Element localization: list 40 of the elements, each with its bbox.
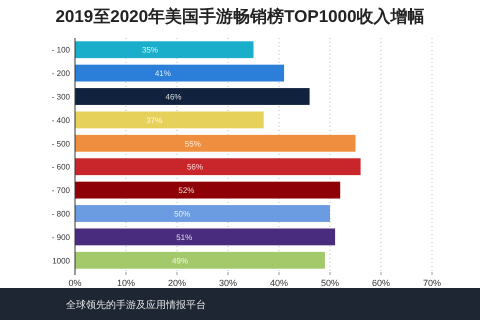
bar: [75, 205, 330, 222]
data-label: 55%: [184, 139, 201, 148]
bar: [75, 228, 336, 246]
data-label: 46%: [166, 92, 182, 102]
x-tick-label: 30%: [218, 278, 238, 288]
data-label: 49%: [172, 256, 188, 266]
y-tick-label: - 100: [52, 46, 71, 55]
y-tick-label: - 900: [52, 232, 71, 242]
bar: [75, 252, 325, 269]
x-tick-label: 60%: [372, 278, 390, 288]
y-tick-label: - 700: [52, 186, 71, 196]
y-tick-label: - 200: [52, 69, 71, 78]
y-tick-label: 1000: [52, 256, 71, 266]
y-tick-label: - 500: [52, 139, 71, 148]
bar: [75, 41, 254, 58]
x-tick-label: 20%: [168, 278, 186, 288]
x-tick-label: 40%: [270, 278, 288, 288]
data-label: 37%: [146, 116, 162, 125]
bar: [75, 64, 284, 82]
x-tick-label: 50%: [320, 278, 340, 288]
bar: [75, 158, 361, 176]
text: 全球领先的手游及应用情报平台: [66, 299, 206, 311]
bar: [75, 111, 264, 128]
y-tick-label: - 300: [52, 92, 71, 102]
x-tick-label: 10%: [116, 278, 136, 288]
data-label: 35%: [142, 46, 158, 55]
data-label: 56%: [186, 162, 203, 172]
bar: [75, 182, 340, 199]
data-label: 52%: [178, 186, 194, 196]
bar: [75, 134, 356, 152]
bar: [75, 88, 310, 105]
y-tick-label: - 600: [52, 162, 71, 172]
y-tick-label: - 400: [52, 116, 71, 125]
data-label: 51%: [176, 232, 192, 242]
data-label: 50%: [174, 210, 190, 218]
x-tick-label: 70%: [422, 278, 442, 288]
data-label: 41%: [154, 69, 171, 78]
x-tick-label: 0%: [68, 278, 82, 288]
y-tick-label: - 800: [52, 210, 71, 218]
chart-title: 2019至2020年美国手游畅销榜TOP1000收入增幅: [55, 7, 425, 26]
